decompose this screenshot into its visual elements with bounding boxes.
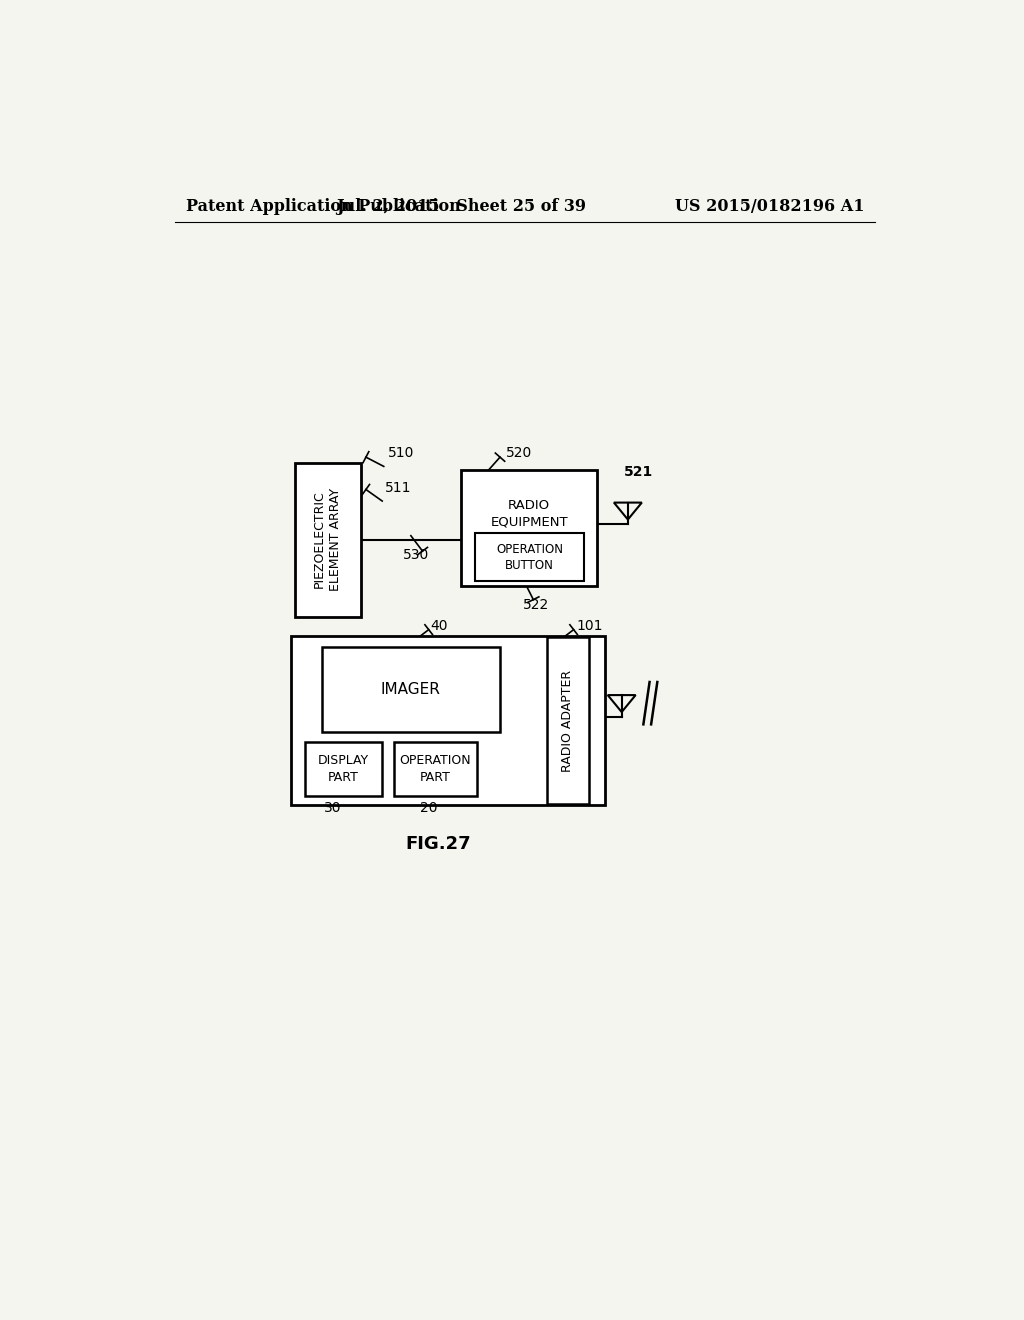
Text: 20: 20 — [420, 800, 437, 814]
Text: 511: 511 — [385, 480, 412, 495]
Bar — [475, 533, 584, 581]
Text: OPERATION
PART: OPERATION PART — [399, 754, 471, 784]
Text: Patent Application Publication: Patent Application Publication — [186, 198, 461, 215]
Text: RADIO
EQUIPMENT: RADIO EQUIPMENT — [490, 499, 568, 529]
Bar — [394, 742, 477, 796]
Text: US 2015/0182196 A1: US 2015/0182196 A1 — [675, 198, 864, 215]
Text: RADIO ADAPTER: RADIO ADAPTER — [561, 669, 574, 772]
Text: 30: 30 — [324, 800, 342, 814]
Text: IMAGER: IMAGER — [381, 682, 440, 697]
Text: 522: 522 — [523, 598, 550, 612]
Bar — [547, 638, 589, 804]
Text: 521: 521 — [624, 465, 653, 479]
Text: DISPLAY
PART: DISPLAY PART — [317, 754, 369, 784]
Text: PIEZOELECTRIC
ELEMENT ARRAY: PIEZOELECTRIC ELEMENT ARRAY — [312, 488, 342, 591]
Bar — [295, 462, 360, 616]
Text: FIG.27: FIG.27 — [406, 834, 471, 853]
Bar — [322, 647, 500, 733]
Text: 101: 101 — [575, 619, 602, 632]
Text: 40: 40 — [430, 619, 447, 632]
Text: 530: 530 — [403, 548, 429, 562]
Text: 510: 510 — [388, 446, 414, 461]
Bar — [291, 636, 604, 805]
Bar — [305, 742, 382, 796]
Text: Jul. 2, 2015   Sheet 25 of 39: Jul. 2, 2015 Sheet 25 of 39 — [336, 198, 587, 215]
Text: OPERATION
BUTTON: OPERATION BUTTON — [496, 543, 563, 572]
Bar — [461, 470, 597, 586]
Text: 520: 520 — [506, 446, 532, 461]
